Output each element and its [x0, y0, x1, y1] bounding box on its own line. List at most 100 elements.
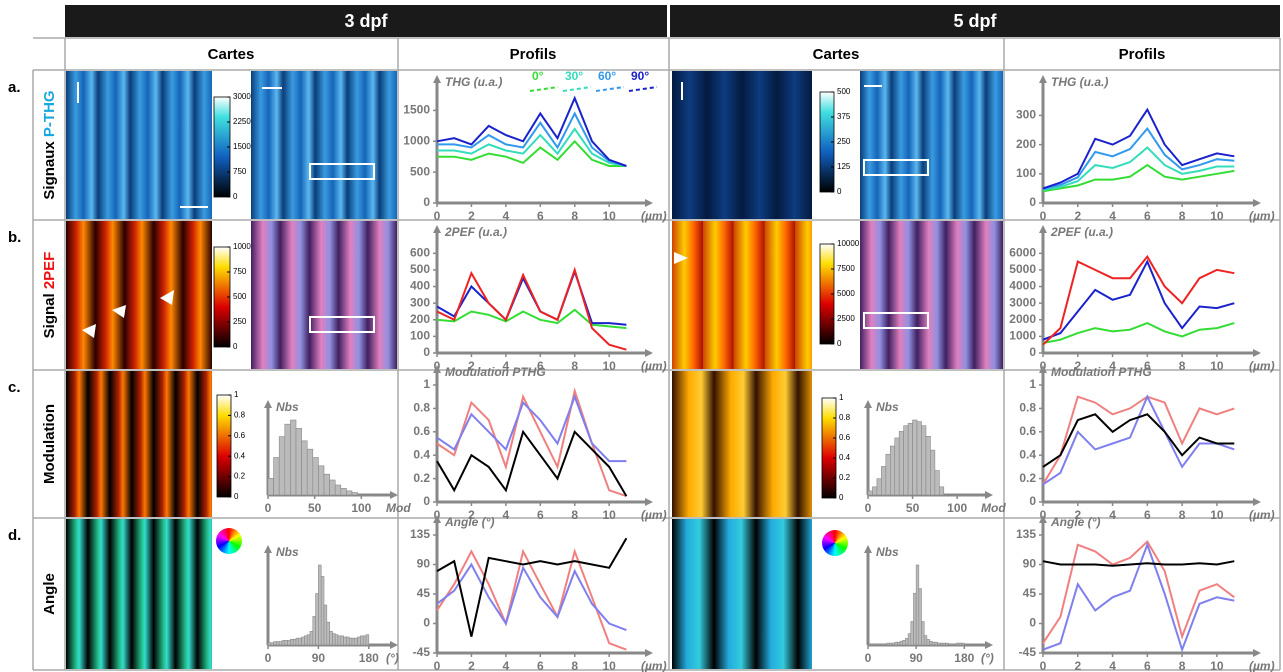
histogram-bar [304, 635, 308, 646]
row-label-highlight: 2PEF [41, 252, 58, 290]
y-tick-label: 3000 [1009, 295, 1036, 309]
legend-swatch [562, 86, 592, 92]
colorbar-tick-label: 0.8 [839, 413, 851, 422]
x-tick-label: 8 [571, 359, 578, 373]
series-line [436, 393, 627, 463]
colorbar-tick-label: 0 [234, 492, 239, 501]
x-tick-label: 50 [308, 501, 322, 515]
x-tick-label: 8 [571, 659, 578, 672]
x-tick-label: 2 [468, 359, 475, 373]
histogram-bar [929, 640, 933, 646]
y-axis-label: Nbs [876, 545, 899, 559]
y-tick-label: 5000 [1009, 262, 1036, 276]
x-tick-label: 0 [1040, 508, 1047, 522]
histogram-bar [947, 643, 952, 646]
histogram-bar [346, 636, 350, 646]
series-line [1042, 107, 1235, 190]
histogram-bar [292, 638, 297, 646]
row-letter: d. [8, 527, 21, 544]
histogram-bar [939, 642, 944, 646]
x-tick-label: 8 [1179, 508, 1186, 522]
histogram-bar [329, 479, 336, 496]
x-axis-label: (µm) [1249, 659, 1275, 672]
histogram-bar [958, 642, 962, 646]
y-axis-label: Modulation PTHG [1051, 365, 1152, 379]
y-tick-label: 0 [1029, 494, 1036, 508]
series-line [1042, 540, 1235, 644]
histogram-bar [872, 486, 878, 496]
histogram-bar [934, 470, 940, 496]
series-line [1042, 413, 1235, 468]
histogram-bar [934, 641, 938, 646]
y-tick-label: 600 [410, 245, 430, 259]
y-tick-label: 0.4 [1019, 447, 1036, 461]
histogram-bar [913, 592, 917, 646]
axis-arrow [390, 641, 398, 649]
x-tick-label: 4 [1109, 209, 1116, 223]
colorbar-tick-label: 0.2 [839, 473, 851, 482]
histogram-bar [343, 636, 347, 646]
y-tick-label: 1 [1029, 377, 1036, 391]
y-tick-label: 90 [417, 557, 431, 571]
axis-arrow [1253, 199, 1261, 207]
subcolumn-header: Profils [1119, 46, 1166, 63]
axis-arrow [1039, 225, 1047, 233]
y-tick-label: 1500 [403, 103, 430, 117]
y-tick-label: 4000 [1009, 279, 1036, 293]
histogram-bar [889, 445, 896, 496]
y-tick-label: 0 [1029, 195, 1036, 209]
histogram-bar [955, 642, 960, 646]
histogram-bar [885, 453, 891, 496]
colorbar-tick-label: 1000 [233, 242, 251, 251]
x-tick-label: 8 [571, 209, 578, 223]
x-tick-label: 0 [434, 209, 441, 223]
x-tick-label: 2 [468, 209, 475, 223]
colorbar-tick-label: 375 [837, 112, 851, 121]
legend-label: 60° [598, 69, 616, 83]
histogram-bar [883, 643, 888, 646]
x-axis-label: Mod [981, 501, 1006, 515]
y-tick-label: 0.6 [1019, 424, 1036, 438]
series-line [436, 562, 627, 632]
y-tick-label: 100 [410, 329, 430, 343]
histogram-bar [886, 642, 890, 646]
legend-swatch [628, 86, 658, 92]
histogram-bar [334, 484, 342, 496]
histogram-bar [881, 466, 887, 496]
y-tick-label: 0.8 [413, 401, 430, 415]
axis-arrow [1039, 75, 1047, 83]
histogram-bar [930, 449, 936, 496]
colorbar-tick-label: 0.6 [839, 433, 851, 442]
row-label: Signaux P-THG [41, 90, 58, 199]
y-tick-label: 300 [1016, 108, 1036, 122]
y-tick-label: 1000 [1009, 329, 1036, 343]
row-label: Angle [41, 573, 58, 615]
y-tick-label: 200 [1016, 137, 1036, 151]
axis-arrow [1253, 349, 1261, 357]
y-tick-label: 0.8 [1019, 401, 1036, 415]
histogram-bar [295, 637, 300, 646]
colorbar-tick-label: 250 [837, 137, 851, 146]
histogram-bar [301, 636, 305, 646]
x-axis-label: (µm) [641, 508, 667, 522]
subcolumn-header: Cartes [813, 46, 860, 63]
row-letter: b. [8, 229, 21, 246]
x-tick-label: 10 [602, 359, 616, 373]
axis-arrow [985, 641, 993, 649]
y-tick-label: 0 [423, 345, 430, 359]
histogram-bar [273, 641, 277, 646]
x-tick-label: 6 [537, 359, 544, 373]
x-tick-label: 8 [1179, 209, 1186, 223]
y-axis-label: THG (u.a.) [445, 75, 502, 89]
histogram-bar [876, 478, 882, 496]
x-tick-label: 6 [1144, 209, 1151, 223]
histogram-bar [306, 634, 311, 646]
y-tick-label: 0.6 [413, 424, 430, 438]
histogram-bar [287, 640, 291, 646]
x-tick-label: 10 [602, 209, 616, 223]
histogram-bar [867, 643, 871, 646]
axis-arrow [1039, 515, 1047, 523]
x-tick-label: 0 [434, 508, 441, 522]
histogram-bar [323, 604, 328, 646]
histogram-bar [945, 642, 949, 646]
